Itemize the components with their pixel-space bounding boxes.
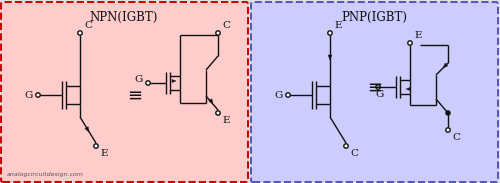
Circle shape bbox=[216, 111, 220, 115]
Text: C: C bbox=[350, 149, 358, 158]
Circle shape bbox=[146, 81, 150, 85]
Text: G: G bbox=[134, 76, 143, 85]
Circle shape bbox=[344, 144, 348, 148]
Polygon shape bbox=[85, 127, 89, 132]
Circle shape bbox=[78, 31, 82, 35]
FancyBboxPatch shape bbox=[1, 2, 248, 182]
Circle shape bbox=[216, 31, 220, 35]
Circle shape bbox=[446, 128, 450, 132]
Text: PNP(IGBT): PNP(IGBT) bbox=[341, 11, 407, 24]
Circle shape bbox=[446, 111, 450, 115]
Circle shape bbox=[36, 93, 40, 97]
Polygon shape bbox=[328, 55, 332, 60]
Polygon shape bbox=[208, 99, 213, 104]
Text: E: E bbox=[222, 116, 230, 125]
Text: C: C bbox=[222, 21, 230, 30]
Text: C: C bbox=[84, 21, 92, 30]
Text: G: G bbox=[274, 91, 283, 100]
Circle shape bbox=[376, 85, 380, 89]
Circle shape bbox=[94, 144, 98, 148]
Text: G: G bbox=[375, 90, 384, 99]
FancyBboxPatch shape bbox=[251, 2, 498, 182]
Polygon shape bbox=[406, 87, 410, 91]
Text: E: E bbox=[334, 21, 342, 30]
Polygon shape bbox=[443, 63, 448, 68]
Text: E: E bbox=[414, 31, 422, 40]
Text: G: G bbox=[24, 91, 33, 100]
Circle shape bbox=[286, 93, 290, 97]
Text: $\equiv$: $\equiv$ bbox=[124, 86, 142, 104]
Circle shape bbox=[408, 41, 412, 45]
Circle shape bbox=[328, 31, 332, 35]
Text: NPN(IGBT): NPN(IGBT) bbox=[90, 11, 158, 24]
Text: E: E bbox=[100, 149, 108, 158]
Text: C: C bbox=[452, 133, 460, 142]
Text: $\equiv$: $\equiv$ bbox=[364, 78, 382, 96]
Text: analogcircuitdesign.com: analogcircuitdesign.com bbox=[7, 172, 84, 177]
Polygon shape bbox=[172, 79, 176, 83]
